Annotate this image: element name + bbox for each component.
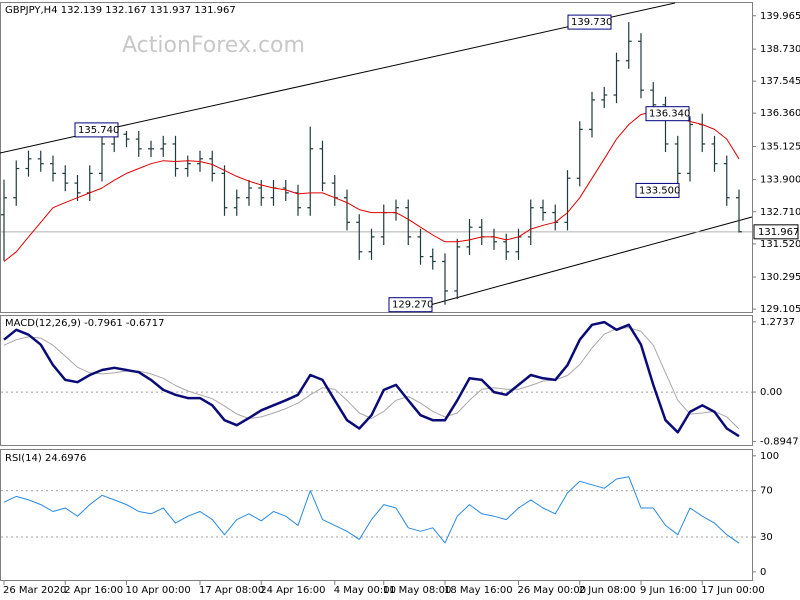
x-tick-label: 9 Jun 16:00 [640,585,697,596]
x-tick-label: 17 Jun 00:00 [701,585,765,596]
y-tick-label: 137.545 [760,76,800,87]
y-tick-label: 1.2737 [760,317,795,328]
macd-line [3,320,740,438]
rsi-line [3,476,740,544]
macd-title: MACD(12,26,9) -0.7961 -0.6717 [5,318,165,329]
annotation-label: 133.500 [639,185,680,196]
annotation-box [635,182,680,198]
rsi-panel-frame [0,449,753,581]
moving-average [3,111,740,262]
y-tick-label: 136.360 [760,108,800,119]
watermark: ActionForex.com [122,33,305,58]
y-tick-label: 135.125 [760,142,800,153]
last-price-label: 131.967 [758,227,799,238]
y-tick-label: 139.965 [760,11,800,22]
annotation-box [388,297,433,313]
annotation-label: 129.270 [392,300,433,311]
y-tick-label: 130.295 [760,272,800,283]
annotation-box [645,106,690,122]
y-tick-label: 129.105 [760,304,800,315]
y-tick-label: 100 [760,451,779,462]
annotation-label: 135.740 [78,125,119,136]
y-tick-label: -0.8947 [760,436,799,447]
rsi-title: RSI(14) 24.6976 [5,453,86,464]
annotation-box [74,122,119,138]
x-tick-label: 10 Apr 00:00 [126,585,191,596]
y-tick-label: 70 [760,486,773,497]
y-tick-label: 133.900 [760,175,800,186]
x-tick-label: 26 May 00:00 [518,585,587,596]
y-tick-label: 138.730 [760,44,800,55]
x-tick-label: 2 Apr 16:00 [64,585,123,596]
x-tick-label: 26 Mar 2020 [3,585,66,596]
price-title: GBPJPY,H4 132.139 132.167 131.937 131.96… [5,5,236,16]
macd-panel-frame [0,315,753,446]
annotation-label: 139.730 [571,17,612,28]
annotation-box [567,14,612,30]
y-tick-label: 132.710 [760,207,800,218]
y-tick-label: 0.00 [760,387,782,398]
x-tick-label: 11 May 08:00 [383,585,452,596]
y-tick-label: 0 [760,567,766,578]
x-tick-label: 4 May 00:00 [334,585,396,596]
last-price-box [753,224,799,240]
y-tick-label: 30 [760,532,773,543]
x-tick-label: 17 Apr 08:00 [199,585,264,596]
x-tick-label: 24 Apr 16:00 [260,585,325,596]
annotation-label: 136.340 [649,109,690,120]
x-tick-label: 2 Jun 08:00 [579,585,636,596]
y-tick-label: 131.520 [760,239,800,250]
price-panel-frame [0,2,753,313]
x-tick-label: 18 May 16:00 [444,585,513,596]
